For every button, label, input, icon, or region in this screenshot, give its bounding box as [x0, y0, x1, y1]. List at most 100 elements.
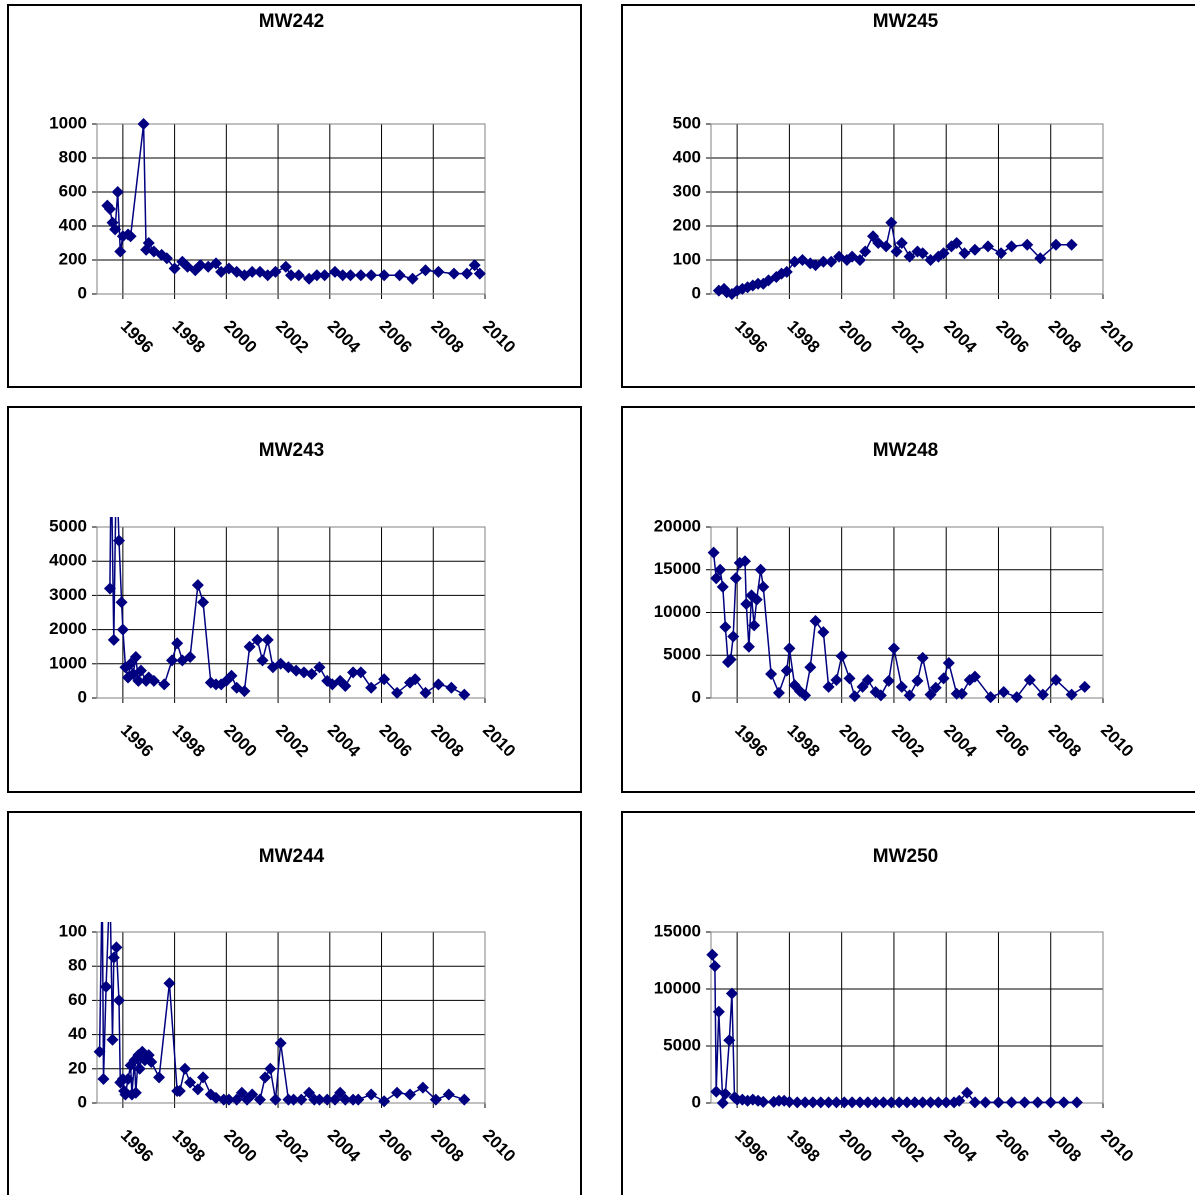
marker — [124, 657, 137, 670]
marker — [1036, 688, 1049, 701]
marker — [716, 1097, 729, 1109]
marker — [112, 994, 125, 1007]
marker — [882, 674, 895, 687]
y-tick-label: 0 — [692, 1092, 701, 1111]
y-tick-label: 0 — [692, 687, 701, 706]
marker — [729, 572, 742, 585]
y-tick-label: 5000 — [663, 645, 701, 664]
marker — [458, 688, 471, 701]
marker — [97, 1073, 110, 1086]
y-tick-label: 0 — [78, 687, 87, 706]
marker — [285, 269, 297, 282]
marker — [290, 664, 303, 677]
marker — [740, 597, 753, 610]
marker — [269, 1093, 282, 1106]
marker — [93, 1045, 106, 1058]
marker — [209, 257, 222, 270]
marker — [133, 1062, 146, 1075]
marker — [895, 237, 908, 249]
y-tick-label: 80 — [68, 956, 87, 975]
marker — [409, 673, 422, 686]
marker — [783, 642, 796, 655]
marker — [106, 1033, 119, 1046]
marker — [197, 596, 210, 609]
marker — [955, 687, 968, 700]
marker — [1044, 1096, 1057, 1109]
marker — [432, 678, 445, 691]
marker — [403, 1088, 416, 1101]
marker — [916, 651, 929, 664]
marker — [1049, 238, 1062, 251]
marker — [727, 630, 740, 643]
marker — [406, 272, 419, 285]
marker — [124, 230, 137, 243]
y-tick-label: 40 — [68, 1024, 87, 1043]
series — [93, 922, 471, 1108]
y-tick-label: 200 — [673, 215, 701, 234]
y-tick-label: 500 — [673, 113, 701, 132]
marker — [799, 689, 812, 702]
y-tick-label: 3000 — [49, 585, 87, 604]
marker — [313, 661, 326, 674]
chart-title: MW243 — [259, 440, 324, 461]
marker — [191, 1083, 204, 1096]
marker — [901, 1096, 913, 1109]
marker — [109, 223, 122, 236]
marker — [754, 563, 767, 576]
marker — [757, 1095, 770, 1108]
marker — [100, 980, 113, 993]
marker — [334, 1086, 347, 1099]
y-tick-label: 20 — [68, 1058, 87, 1077]
marker — [354, 269, 367, 282]
marker — [261, 633, 274, 646]
marker — [772, 686, 785, 699]
marker — [129, 650, 142, 663]
marker — [292, 269, 305, 282]
marker — [145, 1055, 158, 1068]
marker — [791, 1096, 804, 1109]
marker — [929, 681, 942, 694]
marker — [1021, 238, 1034, 251]
marker — [916, 247, 929, 260]
marker — [780, 265, 793, 278]
marker — [716, 580, 729, 593]
marker — [869, 1096, 882, 1109]
marker — [708, 960, 721, 973]
marker — [269, 265, 282, 278]
marker — [147, 674, 160, 687]
marker — [1034, 252, 1047, 265]
marker — [122, 1073, 135, 1086]
marker — [908, 1096, 921, 1109]
marker — [137, 118, 150, 130]
y-tick-label: 15000 — [654, 559, 701, 578]
marker — [1010, 691, 1023, 704]
plot-area — [96, 123, 486, 295]
y-tick-label: 200 — [59, 249, 87, 268]
marker — [880, 240, 893, 253]
marker — [222, 1093, 235, 1106]
marker — [707, 546, 720, 559]
marker — [822, 680, 835, 693]
chart-title: MW242 — [259, 11, 324, 32]
marker — [916, 1096, 929, 1109]
marker — [1031, 1096, 1044, 1109]
marker — [799, 1096, 812, 1109]
marker — [365, 269, 378, 282]
marker — [1070, 1096, 1083, 1109]
marker — [940, 1096, 953, 1109]
y-tick-label: 5000 — [663, 1035, 701, 1054]
marker — [968, 243, 981, 256]
marker — [339, 680, 352, 693]
y-tick-label: 100 — [59, 921, 87, 940]
marker — [310, 269, 323, 282]
marker — [251, 633, 264, 646]
marker — [142, 237, 155, 249]
marker — [197, 1071, 210, 1084]
marker — [116, 623, 129, 636]
marker — [903, 250, 916, 263]
y-tick-label: 15000 — [654, 921, 701, 940]
marker — [347, 666, 360, 679]
marker — [352, 1093, 365, 1106]
